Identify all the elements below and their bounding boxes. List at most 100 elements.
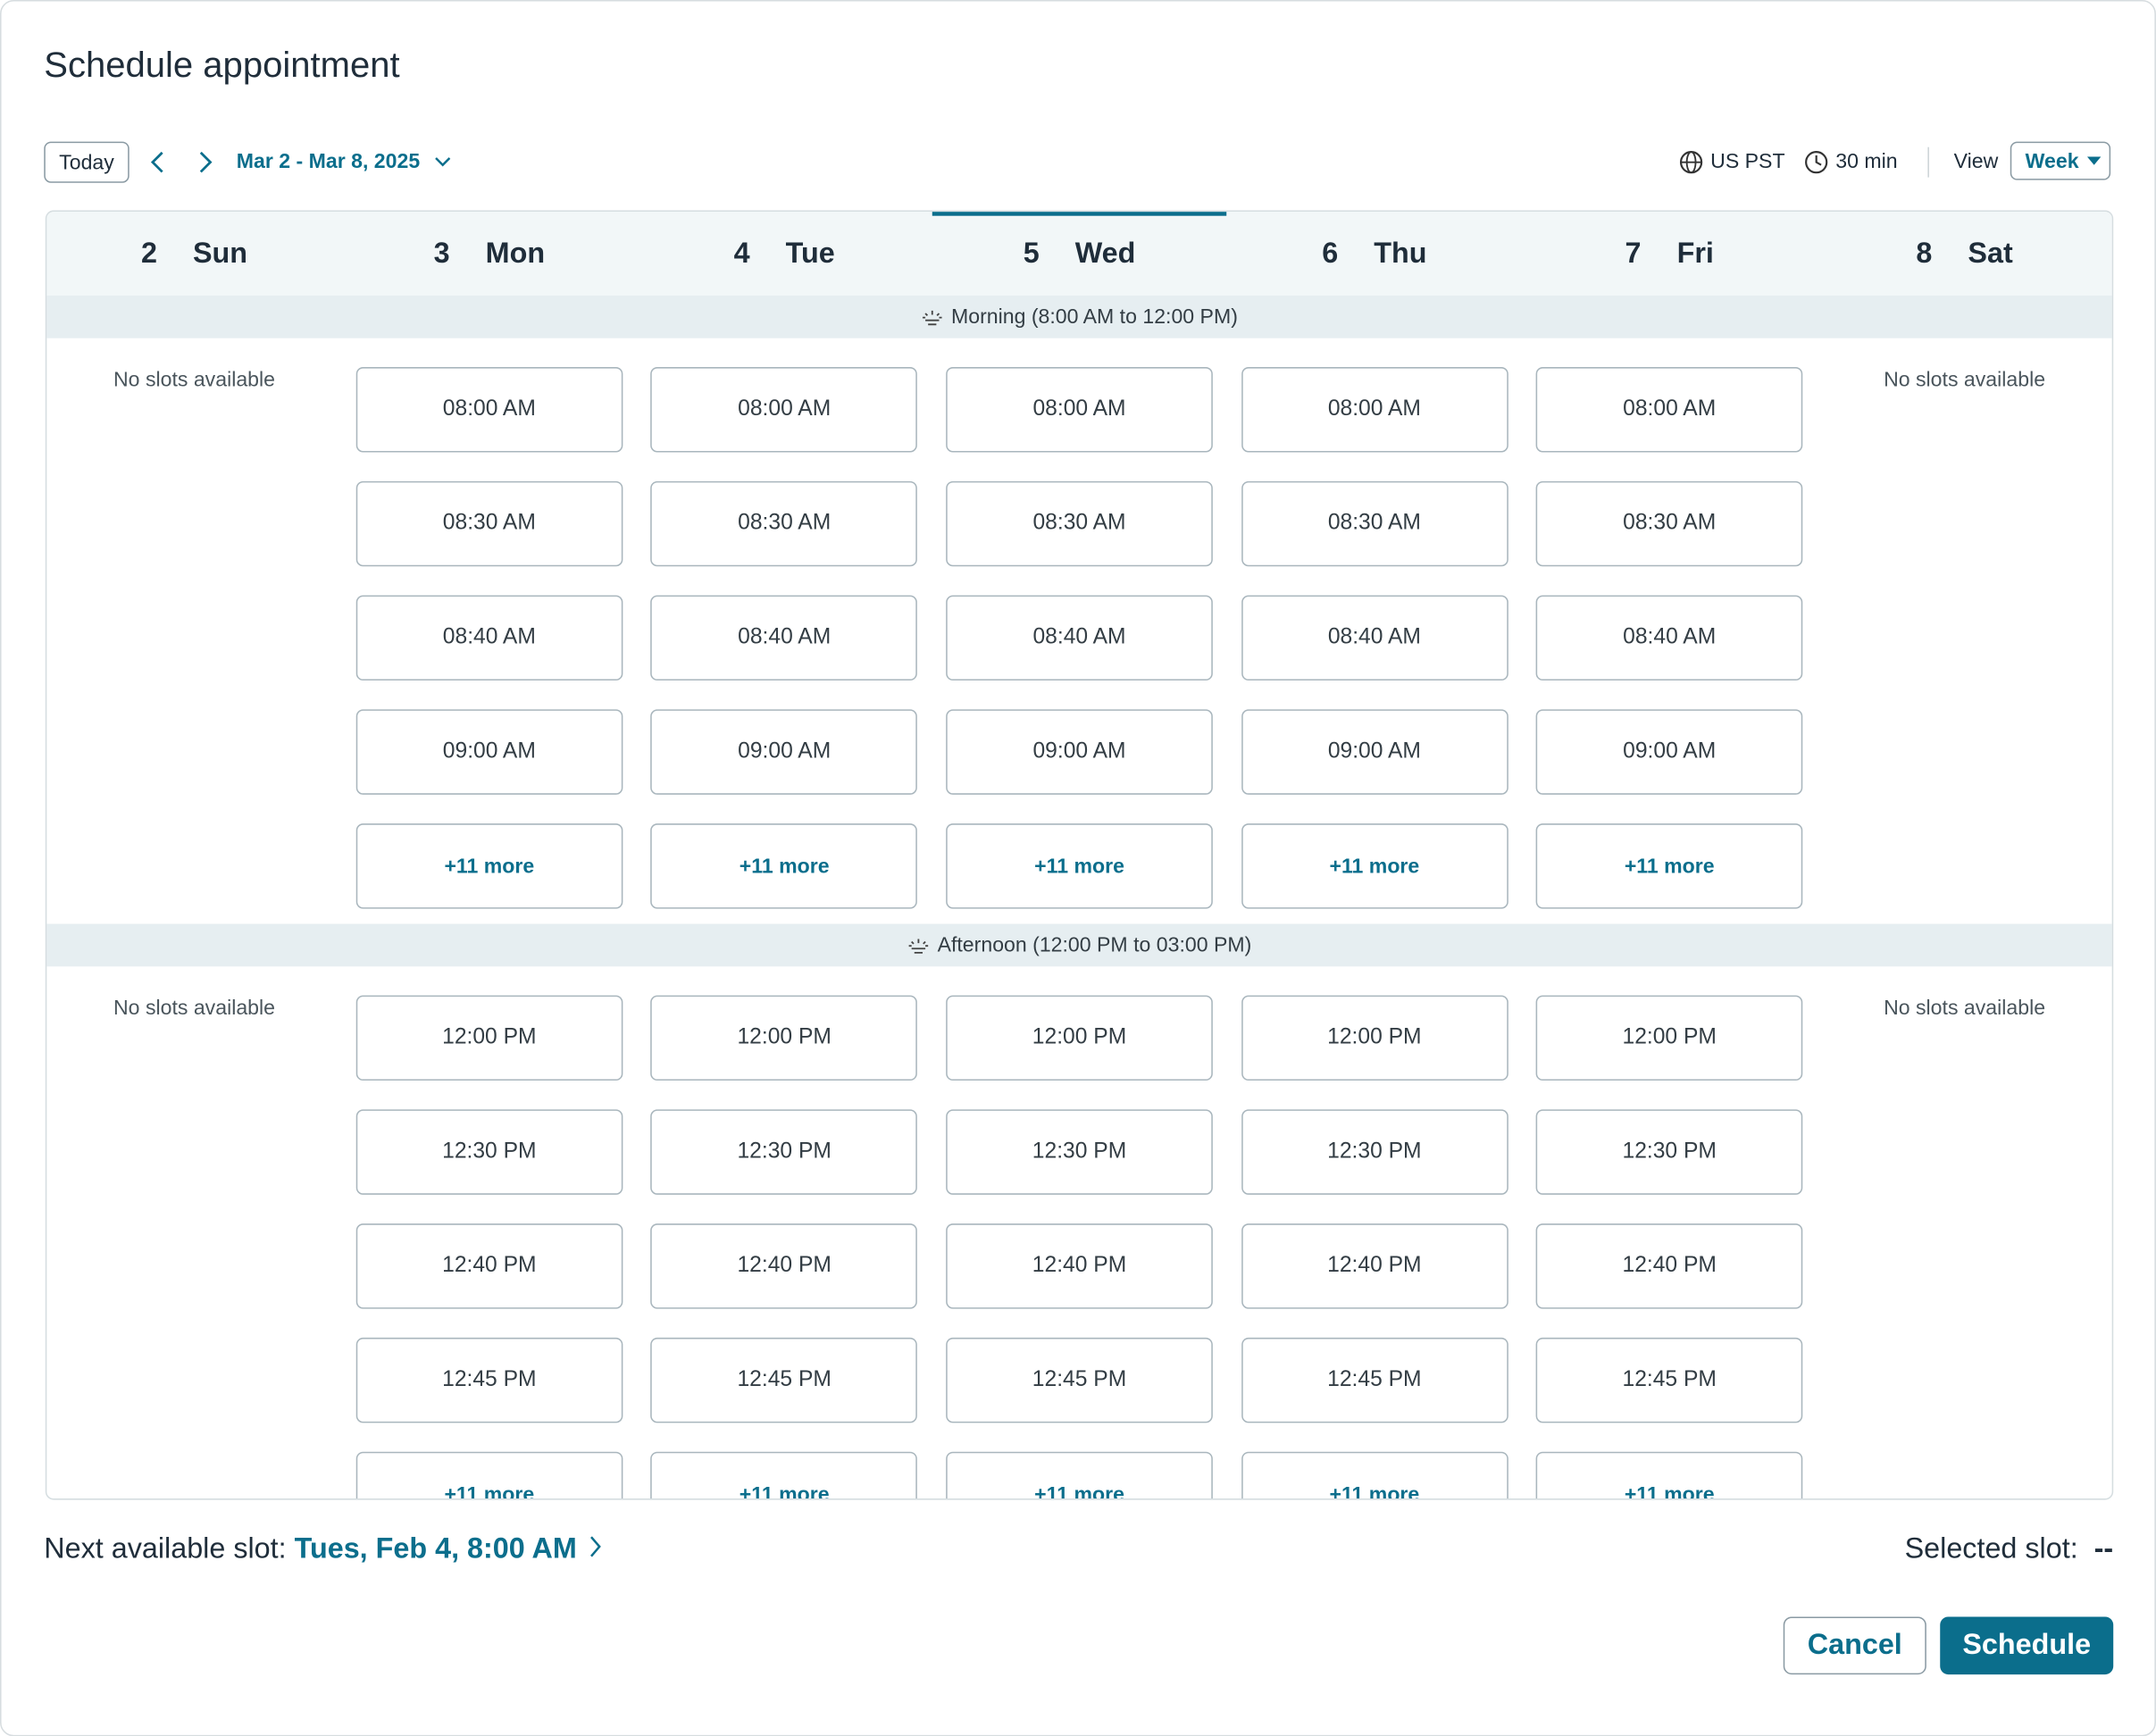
no-slots: No slots available: [113, 997, 275, 1021]
time-slot[interactable]: 08:30 AM: [946, 480, 1213, 567]
time-slot[interactable]: 08:00 AM: [355, 367, 623, 453]
more-slots[interactable]: +11 more: [1535, 823, 1803, 909]
day-name: Mon: [485, 237, 546, 269]
day-header: 5 Wed: [932, 212, 1227, 296]
sun-icon: [922, 310, 942, 325]
day-column: No slots available: [46, 966, 341, 1498]
next-slot-label: Next available slot:: [44, 1532, 287, 1565]
day-header: 2 Sun: [46, 212, 341, 296]
time-slot[interactable]: 08:40 AM: [1535, 595, 1803, 681]
time-slot[interactable]: 12:45 PM: [1535, 1337, 1803, 1423]
more-slots[interactable]: +11 more: [1241, 1451, 1508, 1499]
day-column: 12:00 PM 12:30 PM 12:40 PM 12:45 PM +11 more: [1227, 966, 1522, 1499]
day-column: 08:00 AM 08:30 AM 08:40 AM 09:00 AM +11 more: [1522, 338, 1817, 909]
day-header: 4 Tue: [637, 212, 932, 296]
day-header: 6 Thu: [1227, 212, 1522, 296]
day-date: 4: [733, 237, 750, 269]
dialog-title: Schedule appointment: [44, 44, 400, 86]
next-slot-link[interactable]: Tues, Feb 4, 8:00 AM: [294, 1532, 577, 1565]
time-slot[interactable]: 12:40 PM: [1241, 1223, 1508, 1309]
more-slots[interactable]: +11 more: [355, 1451, 623, 1499]
time-slot[interactable]: 12:00 PM: [946, 995, 1213, 1081]
time-slot[interactable]: 12:45 PM: [1241, 1337, 1508, 1423]
day-name: Fri: [1676, 237, 1714, 269]
day-column: 08:00 AM 08:30 AM 08:40 AM 09:00 AM +11 more: [342, 338, 637, 909]
time-slot[interactable]: 08:30 AM: [1535, 480, 1803, 567]
time-slot[interactable]: 12:45 PM: [355, 1337, 623, 1423]
view-select[interactable]: Week: [2010, 141, 2111, 180]
time-slot[interactable]: 08:30 AM: [1241, 480, 1508, 567]
time-slot[interactable]: 08:30 AM: [650, 480, 918, 567]
section-label: Morning (8:00 AM to 12:00 PM): [950, 305, 1238, 329]
next-slot-chevron: [589, 1536, 601, 1557]
date-range[interactable]: Mar 2 - Mar 8, 2025: [236, 149, 421, 173]
time-slot[interactable]: 09:00 AM: [1241, 709, 1508, 795]
time-slot[interactable]: 08:00 AM: [946, 367, 1213, 453]
day-date: 2: [140, 237, 157, 269]
timezone: US PST: [1710, 149, 1785, 173]
time-slot[interactable]: 08:00 AM: [1535, 367, 1803, 453]
time-slot[interactable]: 12:40 PM: [650, 1223, 918, 1309]
no-slots: No slots available: [1884, 368, 2046, 392]
next-slot: Next available slot: Tues, Feb 4, 8:00 A…: [44, 1532, 601, 1567]
duration: 30 min: [1835, 149, 1898, 173]
time-slot[interactable]: 08:40 AM: [650, 595, 918, 681]
time-slot[interactable]: 12:00 PM: [355, 995, 623, 1081]
time-slot[interactable]: 09:00 AM: [650, 709, 918, 795]
time-slot[interactable]: 09:00 AM: [1535, 709, 1803, 795]
cancel-button[interactable]: Cancel: [1783, 1616, 1926, 1675]
more-slots[interactable]: +11 more: [946, 823, 1213, 909]
more-slots[interactable]: +11 more: [1535, 1451, 1803, 1499]
time-slot[interactable]: 08:00 AM: [1241, 367, 1508, 453]
today-button[interactable]: Today: [44, 141, 130, 183]
time-slot[interactable]: 12:00 PM: [1241, 995, 1508, 1081]
time-slot[interactable]: 08:30 AM: [355, 480, 623, 567]
day-column: 08:00 AM 08:30 AM 08:40 AM 09:00 AM +11 more: [932, 338, 1226, 909]
time-slot[interactable]: 08:00 AM: [650, 367, 918, 453]
slot-area: Morning (8:00 AM to 12:00 PM) No slots av…: [46, 295, 2112, 1499]
prev-button[interactable]: [148, 150, 168, 175]
clock-icon: [1805, 151, 1828, 174]
time-slot[interactable]: 12:30 PM: [946, 1109, 1213, 1195]
time-slot[interactable]: 12:30 PM: [1535, 1109, 1803, 1195]
day-header: 3 Mon: [342, 212, 637, 296]
next-button[interactable]: [196, 150, 215, 175]
day-name: Tue: [785, 237, 835, 269]
day-column: 12:00 PM 12:30 PM 12:40 PM 12:45 PM +11 more: [932, 966, 1226, 1499]
time-slot[interactable]: 12:40 PM: [1535, 1223, 1803, 1309]
no-slots: No slots available: [1884, 997, 2046, 1021]
selected-slot: Selected slot: --: [1905, 1532, 2114, 1567]
time-slot[interactable]: 08:40 AM: [355, 595, 623, 681]
day-date: 6: [1322, 237, 1339, 269]
time-slot[interactable]: 12:30 PM: [650, 1109, 918, 1195]
time-slot[interactable]: 12:30 PM: [355, 1109, 623, 1195]
day-column: No slots available: [1817, 338, 2111, 909]
time-slot[interactable]: 12:45 PM: [946, 1337, 1213, 1423]
time-slot[interactable]: 08:40 AM: [946, 595, 1213, 681]
time-slot[interactable]: 12:40 PM: [946, 1223, 1213, 1309]
calendar-grid: 2 Sun 3 Mon 4 Tue 5 Wed 6 Thu 7 Fri 8 Sat Morning (8:…: [45, 210, 2114, 1500]
globe-icon: [1679, 151, 1703, 174]
more-slots[interactable]: +11 more: [650, 823, 918, 909]
more-slots[interactable]: +11 more: [355, 823, 623, 909]
time-slot[interactable]: 12:40 PM: [355, 1223, 623, 1309]
day-name: Sun: [192, 237, 248, 269]
time-slot[interactable]: 12:00 PM: [1535, 995, 1803, 1081]
time-slot[interactable]: 08:40 AM: [1241, 595, 1508, 681]
more-slots[interactable]: +11 more: [650, 1451, 918, 1499]
day-column: 12:00 PM 12:30 PM 12:40 PM 12:45 PM +11 more: [637, 966, 932, 1499]
time-slot[interactable]: 12:00 PM: [650, 995, 918, 1081]
schedule-button[interactable]: Schedule: [1940, 1616, 2114, 1675]
day-name: Wed: [1074, 237, 1136, 269]
more-slots[interactable]: +11 more: [946, 1451, 1213, 1499]
more-slots[interactable]: +11 more: [1241, 823, 1508, 909]
day-column: No slots available: [1817, 966, 2111, 1498]
day-header: 7 Fri: [1522, 212, 1817, 296]
time-slot[interactable]: 09:00 AM: [946, 709, 1213, 795]
time-slot[interactable]: 12:30 PM: [1241, 1109, 1508, 1195]
day-name: Sat: [1968, 237, 2013, 269]
time-slot[interactable]: 12:45 PM: [650, 1337, 918, 1423]
day-date: 7: [1625, 237, 1642, 269]
time-slot[interactable]: 09:00 AM: [355, 709, 623, 795]
